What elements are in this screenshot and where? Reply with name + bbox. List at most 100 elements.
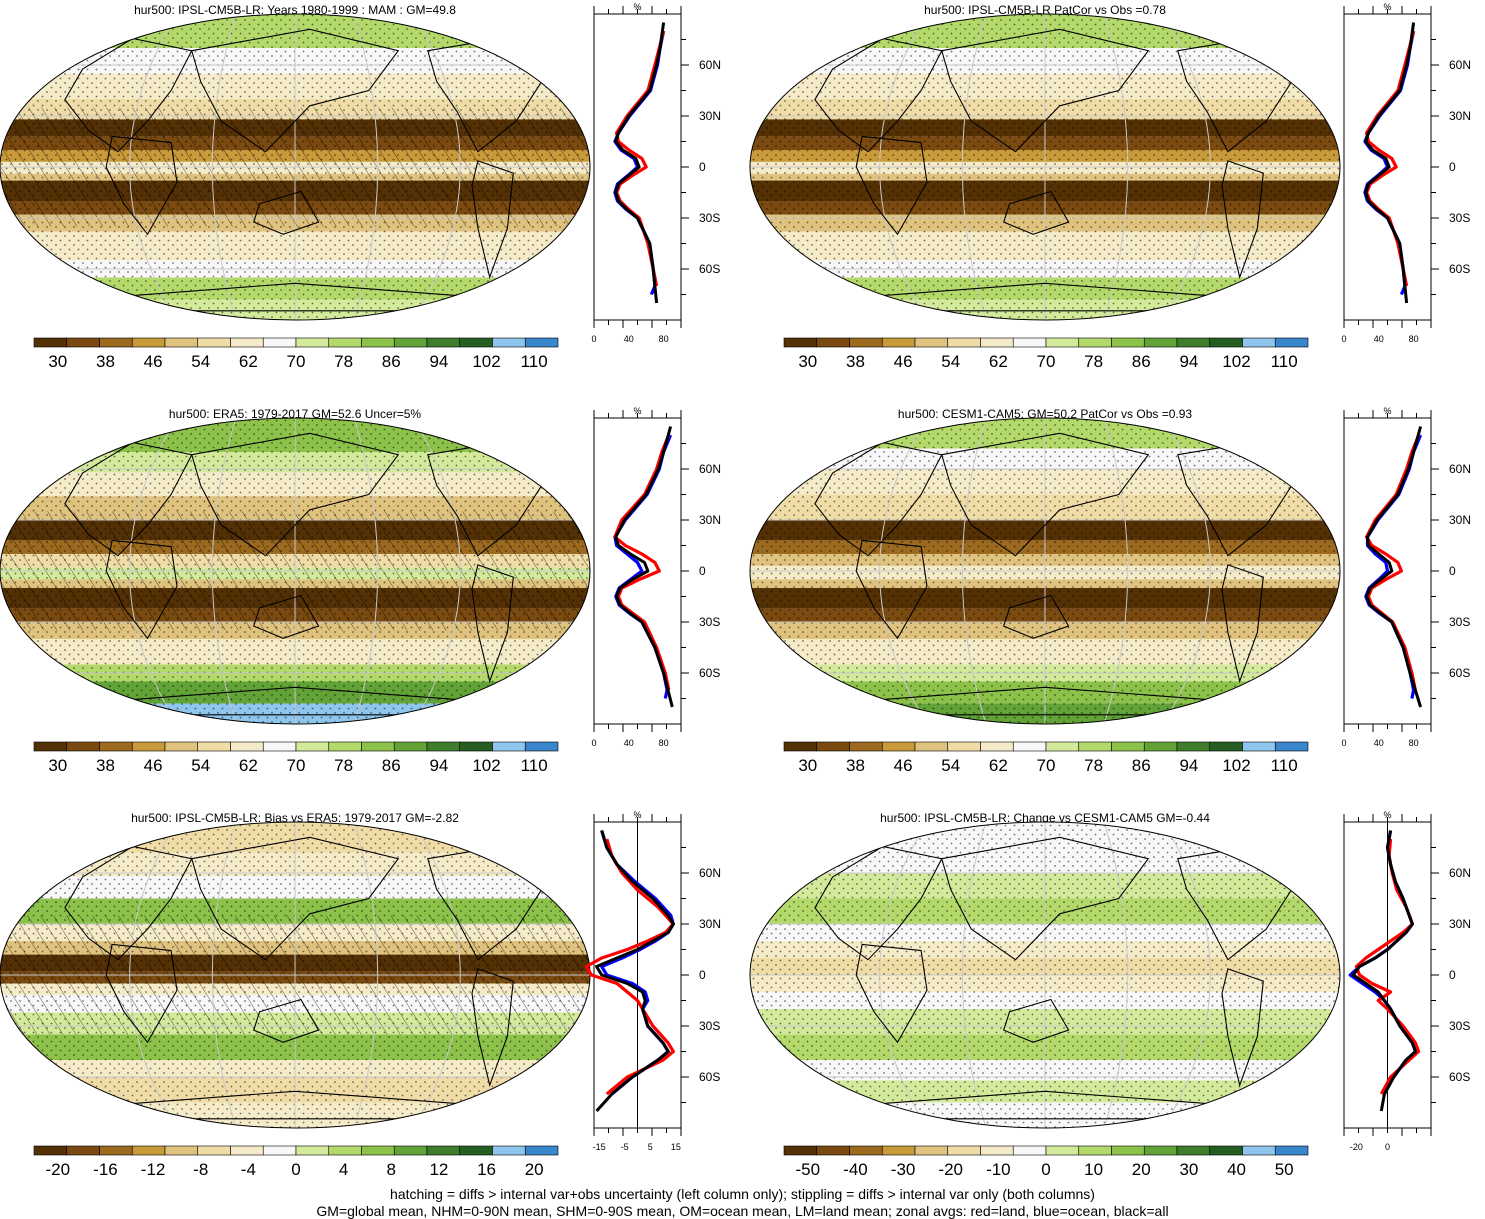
graticule-lon bbox=[211, 14, 237, 320]
graticule-lon bbox=[961, 822, 987, 1128]
coastline bbox=[814, 37, 943, 153]
panel-title-r1-left: hur500: IPSL-CM5B-LR: Years 1980-1999 : … bbox=[134, 3, 456, 17]
colorbar-tick-label: 12 bbox=[429, 1160, 449, 1179]
colorbar-swatch bbox=[783, 741, 818, 752]
x-tick-label: 0 bbox=[591, 334, 596, 344]
graticule-lon bbox=[129, 14, 178, 320]
era5-climatology-map bbox=[0, 417, 591, 725]
map-border bbox=[0, 417, 591, 725]
colorbar-swatch bbox=[426, 337, 461, 348]
lat-tick-label: 60S bbox=[1449, 1070, 1470, 1084]
colorbar-tick-label: -20 bbox=[45, 1160, 71, 1179]
colorbar-tick-label: -8 bbox=[193, 1160, 209, 1179]
model-pattern-map bbox=[749, 13, 1341, 321]
lat-tick-label: 60S bbox=[699, 1070, 720, 1084]
colorbar-swatch bbox=[816, 337, 850, 348]
coastline bbox=[253, 190, 320, 235]
colorbar-swatch bbox=[131, 337, 166, 348]
colorbar bbox=[33, 1145, 559, 1156]
colorbar-tick-label: 46 bbox=[893, 352, 913, 371]
colorbar-tick-label: 16 bbox=[477, 1160, 496, 1179]
colorbar-tick-label: -4 bbox=[240, 1160, 256, 1179]
colorbar-swatch bbox=[426, 1145, 461, 1156]
colorbar-tick-label: 62 bbox=[988, 756, 1008, 775]
cesm1-climatology-map bbox=[749, 417, 1341, 725]
colorbar-swatch bbox=[99, 337, 133, 348]
zonal-unit-label: % bbox=[633, 810, 641, 820]
x-tick-label: 40 bbox=[1374, 738, 1384, 748]
colorbar-swatch bbox=[230, 741, 264, 752]
colorbar-swatch bbox=[262, 337, 297, 348]
colorbar-tick-label: 94 bbox=[1179, 756, 1199, 775]
x-tick-label: -20 bbox=[1350, 1142, 1363, 1152]
colorbar-swatch bbox=[1176, 337, 1211, 348]
lat-tick-label: 60N bbox=[1449, 58, 1471, 72]
lat-tick-label: 30N bbox=[1449, 513, 1471, 527]
coastline bbox=[64, 441, 193, 557]
colorbar-tick-label: 38 bbox=[845, 756, 865, 775]
graticule-lon bbox=[879, 14, 928, 320]
colorbar-swatch bbox=[914, 1145, 949, 1156]
panel-title-r1-right: hur500: IPSL-CM5B-LR PatCor vs Obs =0.78 bbox=[924, 3, 1166, 17]
colorbar-tick-label: 40 bbox=[1227, 1160, 1246, 1179]
colorbar-swatch bbox=[816, 1145, 850, 1156]
colorbar-tick-label: 30 bbox=[48, 756, 68, 775]
colorbar-swatch bbox=[393, 337, 428, 348]
x-tick-label: 0 bbox=[1385, 1142, 1390, 1152]
colorbar-tick-label: 78 bbox=[334, 352, 354, 371]
colorbar bbox=[33, 337, 559, 348]
colorbar-tick-label: 54 bbox=[191, 352, 211, 371]
x-tick-label: 80 bbox=[1409, 334, 1419, 344]
x-tick-label: -5 bbox=[621, 1142, 629, 1152]
coastline bbox=[814, 845, 943, 961]
colorbar-tick-label: 110 bbox=[520, 756, 548, 775]
colorbar-tick-label: 78 bbox=[1084, 352, 1104, 371]
colorbar-swatch bbox=[980, 1145, 1014, 1156]
x-tick-label: 0 bbox=[1341, 738, 1346, 748]
coastline bbox=[191, 28, 400, 153]
lat-tick-label: 60N bbox=[1449, 462, 1471, 476]
colorbar-tick-label: 94 bbox=[1179, 352, 1199, 371]
colorbar-swatch bbox=[1012, 337, 1047, 348]
colorbar-tick-label: 38 bbox=[845, 352, 865, 371]
lat-tick-label: 30N bbox=[699, 917, 721, 931]
colorbar-tick-label: 78 bbox=[334, 756, 354, 775]
map-border bbox=[749, 13, 1341, 321]
colorbar-tick-label: -40 bbox=[843, 1160, 868, 1179]
lat-tick-label: 0 bbox=[699, 564, 706, 578]
colorbar-tick-label: 54 bbox=[941, 756, 961, 775]
graticule-lon bbox=[412, 14, 461, 320]
colorbar-tick-label: 62 bbox=[988, 352, 1008, 371]
lat-tick-label: 60N bbox=[699, 462, 721, 476]
colorbar-tick-label: 86 bbox=[1131, 352, 1151, 371]
colorbar-tick-label: 86 bbox=[1131, 756, 1151, 775]
colorbar-tick-label: 0 bbox=[291, 1160, 301, 1179]
colorbar-swatch bbox=[131, 1145, 166, 1156]
colorbar-swatch bbox=[131, 741, 166, 752]
colorbar-tick-label: -16 bbox=[93, 1160, 118, 1179]
zonal-mean-panel: % 60N 30N 0 30S 60S -20 0 bbox=[1343, 810, 1471, 1152]
colorbar-swatch bbox=[914, 337, 949, 348]
lat-tick-label: 0 bbox=[1449, 564, 1456, 578]
colorbar-tick-label: 102 bbox=[472, 352, 501, 371]
colorbar-swatch bbox=[1111, 1145, 1145, 1156]
colorbar-swatch bbox=[914, 741, 949, 752]
colorbar-tick-label: 38 bbox=[95, 756, 115, 775]
colorbar-swatch bbox=[1111, 337, 1145, 348]
colorbar-swatch bbox=[1012, 741, 1047, 752]
colorbar-swatch bbox=[66, 741, 100, 752]
panel-title-r3-right: hur500: IPSL-CM5B-LR: Change vs CESM1-CA… bbox=[880, 811, 1210, 825]
change-map bbox=[749, 821, 1341, 1129]
graticule-lon bbox=[1162, 14, 1211, 320]
coastline bbox=[941, 432, 1150, 557]
x-tick-label: 40 bbox=[624, 738, 634, 748]
colorbar-tick-label: 94 bbox=[429, 352, 449, 371]
zonal-unit-label: % bbox=[1383, 2, 1391, 12]
map-border bbox=[749, 417, 1341, 725]
lat-tick-label: 30S bbox=[699, 211, 720, 225]
x-tick-label: 15 bbox=[671, 1142, 681, 1152]
x-tick-label: 0 bbox=[1341, 334, 1346, 344]
coastline bbox=[253, 594, 320, 639]
graticule-lon bbox=[1162, 822, 1211, 1128]
colorbar-swatch bbox=[230, 1145, 264, 1156]
